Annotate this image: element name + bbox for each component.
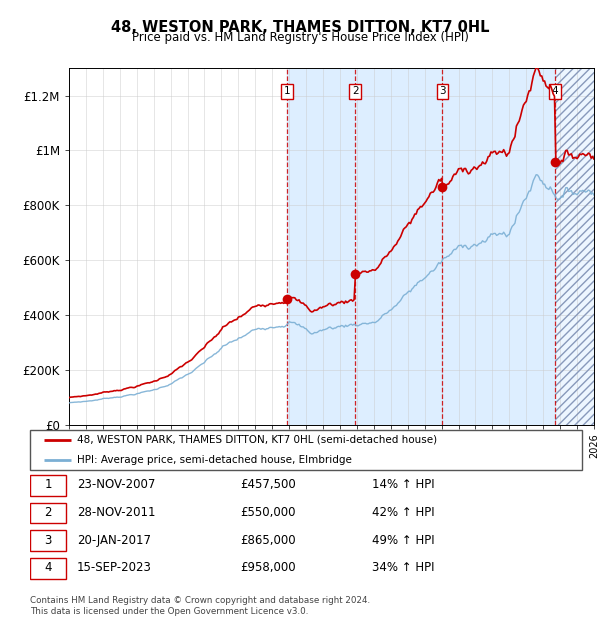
- Text: £550,000: £550,000: [240, 506, 295, 519]
- Text: 34% ↑ HPI: 34% ↑ HPI: [372, 562, 435, 575]
- Text: 1: 1: [44, 479, 52, 492]
- Bar: [355, 68, 442, 425]
- FancyBboxPatch shape: [30, 430, 582, 470]
- FancyBboxPatch shape: [30, 558, 66, 578]
- Text: £958,000: £958,000: [240, 562, 295, 575]
- Text: 1: 1: [284, 86, 290, 96]
- Bar: [442, 68, 555, 425]
- Text: 48, WESTON PARK, THAMES DITTON, KT7 0HL: 48, WESTON PARK, THAMES DITTON, KT7 0HL: [111, 20, 489, 35]
- Text: 14% ↑ HPI: 14% ↑ HPI: [372, 479, 435, 492]
- Text: £457,500: £457,500: [240, 479, 296, 492]
- Text: 3: 3: [44, 534, 52, 547]
- Text: Price paid vs. HM Land Registry's House Price Index (HPI): Price paid vs. HM Land Registry's House …: [131, 31, 469, 44]
- Text: £865,000: £865,000: [240, 534, 295, 547]
- Text: 2: 2: [352, 86, 359, 96]
- Text: 20-JAN-2017: 20-JAN-2017: [77, 534, 151, 547]
- Text: 15-SEP-2023: 15-SEP-2023: [77, 562, 152, 575]
- Text: 28-NOV-2011: 28-NOV-2011: [77, 506, 155, 519]
- Text: 3: 3: [439, 86, 446, 96]
- Text: HPI: Average price, semi-detached house, Elmbridge: HPI: Average price, semi-detached house,…: [77, 455, 352, 465]
- Text: 49% ↑ HPI: 49% ↑ HPI: [372, 534, 435, 547]
- Bar: [555, 68, 594, 425]
- Text: 48, WESTON PARK, THAMES DITTON, KT7 0HL (semi-detached house): 48, WESTON PARK, THAMES DITTON, KT7 0HL …: [77, 435, 437, 445]
- FancyBboxPatch shape: [30, 530, 66, 551]
- FancyBboxPatch shape: [30, 475, 66, 495]
- FancyBboxPatch shape: [30, 503, 66, 523]
- Bar: [555, 68, 594, 425]
- Bar: [287, 68, 355, 425]
- Text: 4: 4: [44, 562, 52, 575]
- Text: 23-NOV-2007: 23-NOV-2007: [77, 479, 155, 492]
- Text: 4: 4: [552, 86, 559, 96]
- Text: 42% ↑ HPI: 42% ↑ HPI: [372, 506, 435, 519]
- Text: Contains HM Land Registry data © Crown copyright and database right 2024.
This d: Contains HM Land Registry data © Crown c…: [30, 596, 370, 616]
- Text: 2: 2: [44, 506, 52, 519]
